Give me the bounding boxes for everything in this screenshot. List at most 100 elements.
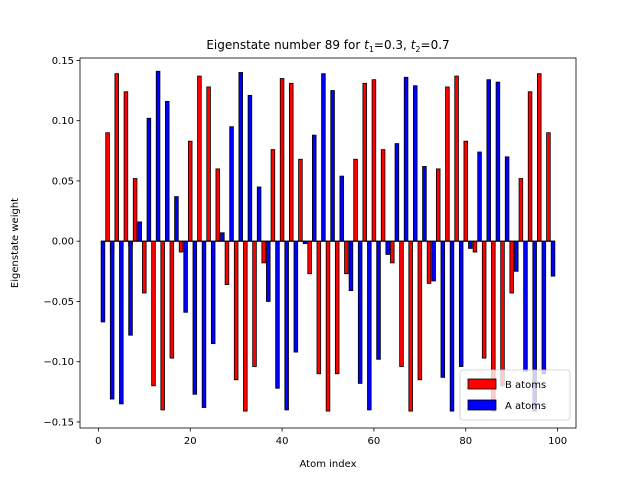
bar-b-atoms-44 bbox=[481, 240, 487, 359]
bar-b-atoms-47 bbox=[509, 240, 514, 294]
y-tick-label-4: 0.05 bbox=[52, 176, 74, 187]
bar-b-atoms-11 bbox=[178, 240, 184, 253]
x-tick-label-40: 40 bbox=[276, 436, 289, 447]
bar-b-atoms-4 bbox=[123, 91, 129, 242]
bar-a-atoms-36 bbox=[431, 240, 436, 282]
bar-b-atoms-33 bbox=[380, 149, 386, 242]
bar-a-atoms-44 bbox=[504, 156, 510, 242]
bar-b-atoms-2 bbox=[114, 73, 119, 242]
bar-a-atoms-45 bbox=[514, 240, 519, 272]
bar-b-atoms-39 bbox=[435, 168, 441, 242]
x-axis: 0 20 40 60 80 100 bbox=[95, 428, 567, 447]
bar-a-atoms-19 bbox=[275, 240, 280, 389]
bar-b-atoms-43 bbox=[472, 240, 478, 253]
plot-frame bbox=[79, 57, 577, 429]
bar-b-atoms-7 bbox=[142, 240, 147, 294]
bar-a-atoms-46 bbox=[523, 240, 528, 372]
bar-b-atoms-20 bbox=[261, 240, 266, 264]
bar-a-atoms-7 bbox=[165, 100, 170, 242]
plot-area bbox=[79, 57, 577, 429]
bar-b-atoms-34 bbox=[390, 240, 395, 264]
x-tick-label-100: 100 bbox=[548, 436, 567, 447]
bar-a-atoms-11 bbox=[201, 240, 207, 408]
bar-b-atoms-31 bbox=[362, 82, 367, 242]
bar-b-atoms-13 bbox=[197, 75, 202, 242]
bar-b-atoms-28 bbox=[334, 240, 340, 375]
legend-swatch-a-atoms bbox=[467, 399, 497, 411]
bar-a-atoms-1 bbox=[109, 240, 115, 400]
x-tick-label-80: 80 bbox=[459, 436, 472, 447]
x-tick-label-20: 20 bbox=[184, 436, 197, 447]
bar-a-atoms-25 bbox=[330, 90, 335, 242]
legend-label-b-atoms: B atoms bbox=[505, 380, 546, 391]
bar-b-atoms-46 bbox=[500, 240, 505, 387]
legend-label-a-atoms: A atoms bbox=[505, 401, 546, 412]
y-tick-label-5: 0.10 bbox=[52, 116, 74, 127]
bar-a-atoms-43 bbox=[495, 81, 501, 242]
bar-a-atoms-30 bbox=[376, 240, 381, 360]
bar-a-atoms-27 bbox=[348, 240, 354, 292]
bar-a-atoms-37 bbox=[440, 240, 446, 378]
bar-a-atoms-48 bbox=[541, 240, 547, 375]
bar-a-atoms-33 bbox=[403, 76, 409, 242]
bar-b-atoms-19 bbox=[252, 240, 257, 367]
chart-title: Eigenstate number 89 for t1=0.3, t2=0.7 bbox=[206, 38, 449, 54]
bar-a-atoms-13 bbox=[220, 232, 225, 242]
bar-a-atoms-2 bbox=[119, 240, 124, 405]
y-tick-label-3: 0.00 bbox=[52, 237, 74, 248]
bar-b-atoms-50 bbox=[537, 73, 542, 242]
y-tick-label-0: −0.15 bbox=[43, 417, 74, 428]
y-tick-label-2: −0.05 bbox=[43, 297, 74, 308]
bar-a-atoms-10 bbox=[192, 240, 198, 395]
bar-b-atoms-23 bbox=[289, 82, 294, 242]
bar-b-atoms-40 bbox=[445, 86, 450, 242]
bar-a-atoms-49 bbox=[550, 240, 556, 277]
bar-b-atoms-17 bbox=[233, 240, 239, 381]
bar-a-atoms-17 bbox=[256, 186, 262, 242]
bar-b-atoms-0 bbox=[105, 132, 110, 242]
bar-a-atoms-20 bbox=[284, 240, 289, 411]
legend-frame bbox=[459, 369, 571, 421]
bar-a-atoms-28 bbox=[357, 240, 363, 384]
bar-b-atoms-25 bbox=[307, 240, 312, 275]
bar-a-atoms-5 bbox=[146, 117, 152, 242]
bar-b-atoms-26 bbox=[316, 240, 322, 375]
bar-b-atoms-14 bbox=[206, 86, 211, 242]
bar-b-atoms-32 bbox=[371, 79, 377, 242]
bar-b-atoms-48 bbox=[518, 178, 524, 242]
bar-a-atoms-24 bbox=[321, 73, 326, 242]
bar-a-atoms-42 bbox=[486, 79, 491, 242]
bar-a-atoms-14 bbox=[229, 126, 234, 242]
x-tick-label-60: 60 bbox=[368, 436, 381, 447]
bar-a-atoms-41 bbox=[477, 151, 482, 242]
x-axis-label: Atom index bbox=[300, 459, 357, 470]
bar-b-atoms-12 bbox=[187, 140, 193, 242]
bar-a-atoms-8 bbox=[174, 196, 179, 242]
bar-b-atoms-38 bbox=[426, 240, 432, 284]
bar-b-atoms-49 bbox=[527, 91, 533, 242]
bar-a-atoms-12 bbox=[210, 240, 216, 345]
bar-a-atoms-15 bbox=[238, 72, 243, 242]
bar-a-atoms-34 bbox=[413, 85, 418, 242]
bar-b-atoms-22 bbox=[279, 78, 285, 242]
bar-a-atoms-38 bbox=[449, 240, 455, 412]
bar-b-atoms-8 bbox=[151, 240, 156, 387]
bar-b-atoms-21 bbox=[270, 149, 276, 242]
bar-a-atoms-35 bbox=[422, 166, 427, 242]
bar-a-atoms-21 bbox=[293, 240, 299, 353]
bar-a-atoms-32 bbox=[394, 143, 400, 242]
bar-b-atoms-42 bbox=[463, 140, 469, 242]
bar-b-atoms-30 bbox=[353, 158, 358, 242]
bar-a-atoms-23 bbox=[311, 134, 317, 242]
bar-b-atoms-10 bbox=[169, 240, 175, 359]
y-tick-label-6: 0.15 bbox=[52, 56, 74, 67]
bar-a-atoms-26 bbox=[339, 175, 345, 242]
bar-a-atoms-6 bbox=[155, 70, 161, 242]
bar-b-atoms-36 bbox=[408, 240, 413, 412]
bar-a-atoms-9 bbox=[183, 240, 188, 313]
legend-swatch-b-atoms bbox=[467, 378, 497, 390]
y-tick-label-1: −0.10 bbox=[43, 357, 74, 368]
y-axis-label: Eigenstate weight bbox=[10, 198, 21, 288]
bar-b-atoms-15 bbox=[215, 168, 221, 242]
